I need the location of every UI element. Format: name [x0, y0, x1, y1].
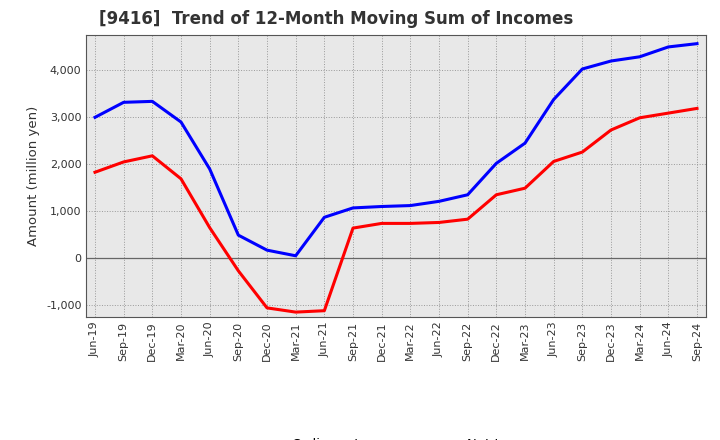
Ordinary Income: [292, 253, 300, 258]
Y-axis label: Amount (million yen): Amount (million yen): [27, 106, 40, 246]
Net Income: [693, 106, 701, 111]
Line: Net Income: Net Income: [95, 108, 697, 312]
Net Income: [492, 192, 500, 198]
Ordinary Income: [120, 100, 128, 105]
Net Income: [91, 169, 99, 175]
Net Income: [120, 159, 128, 165]
Ordinary Income: [664, 44, 672, 50]
Ordinary Income: [406, 203, 415, 208]
Line: Ordinary Income: Ordinary Income: [95, 44, 697, 256]
Net Income: [521, 186, 529, 191]
Net Income: [578, 150, 587, 155]
Net Income: [435, 220, 444, 225]
Ordinary Income: [492, 161, 500, 166]
Net Income: [148, 153, 157, 158]
Net Income: [549, 159, 558, 164]
Net Income: [377, 221, 386, 226]
Net Income: [664, 110, 672, 116]
Ordinary Income: [263, 248, 271, 253]
Net Income: [464, 216, 472, 222]
Ordinary Income: [234, 232, 243, 238]
Ordinary Income: [320, 215, 328, 220]
Ordinary Income: [607, 59, 616, 64]
Net Income: [176, 176, 185, 181]
Ordinary Income: [176, 119, 185, 125]
Net Income: [205, 225, 214, 230]
Ordinary Income: [549, 97, 558, 102]
Net Income: [635, 115, 644, 121]
Net Income: [348, 225, 357, 231]
Ordinary Income: [435, 199, 444, 204]
Ordinary Income: [635, 54, 644, 59]
Ordinary Income: [521, 140, 529, 146]
Net Income: [234, 268, 243, 273]
Legend: Ordinary Income, Net Income: Ordinary Income, Net Income: [243, 433, 549, 440]
Net Income: [607, 127, 616, 132]
Ordinary Income: [464, 192, 472, 198]
Net Income: [292, 309, 300, 315]
Net Income: [320, 308, 328, 313]
Text: [9416]  Trend of 12-Month Moving Sum of Incomes: [9416] Trend of 12-Month Moving Sum of I…: [99, 10, 573, 28]
Ordinary Income: [578, 66, 587, 72]
Ordinary Income: [693, 41, 701, 46]
Net Income: [263, 305, 271, 311]
Ordinary Income: [91, 115, 99, 120]
Ordinary Income: [377, 204, 386, 209]
Ordinary Income: [205, 166, 214, 172]
Net Income: [406, 221, 415, 226]
Ordinary Income: [148, 99, 157, 104]
Ordinary Income: [348, 205, 357, 211]
